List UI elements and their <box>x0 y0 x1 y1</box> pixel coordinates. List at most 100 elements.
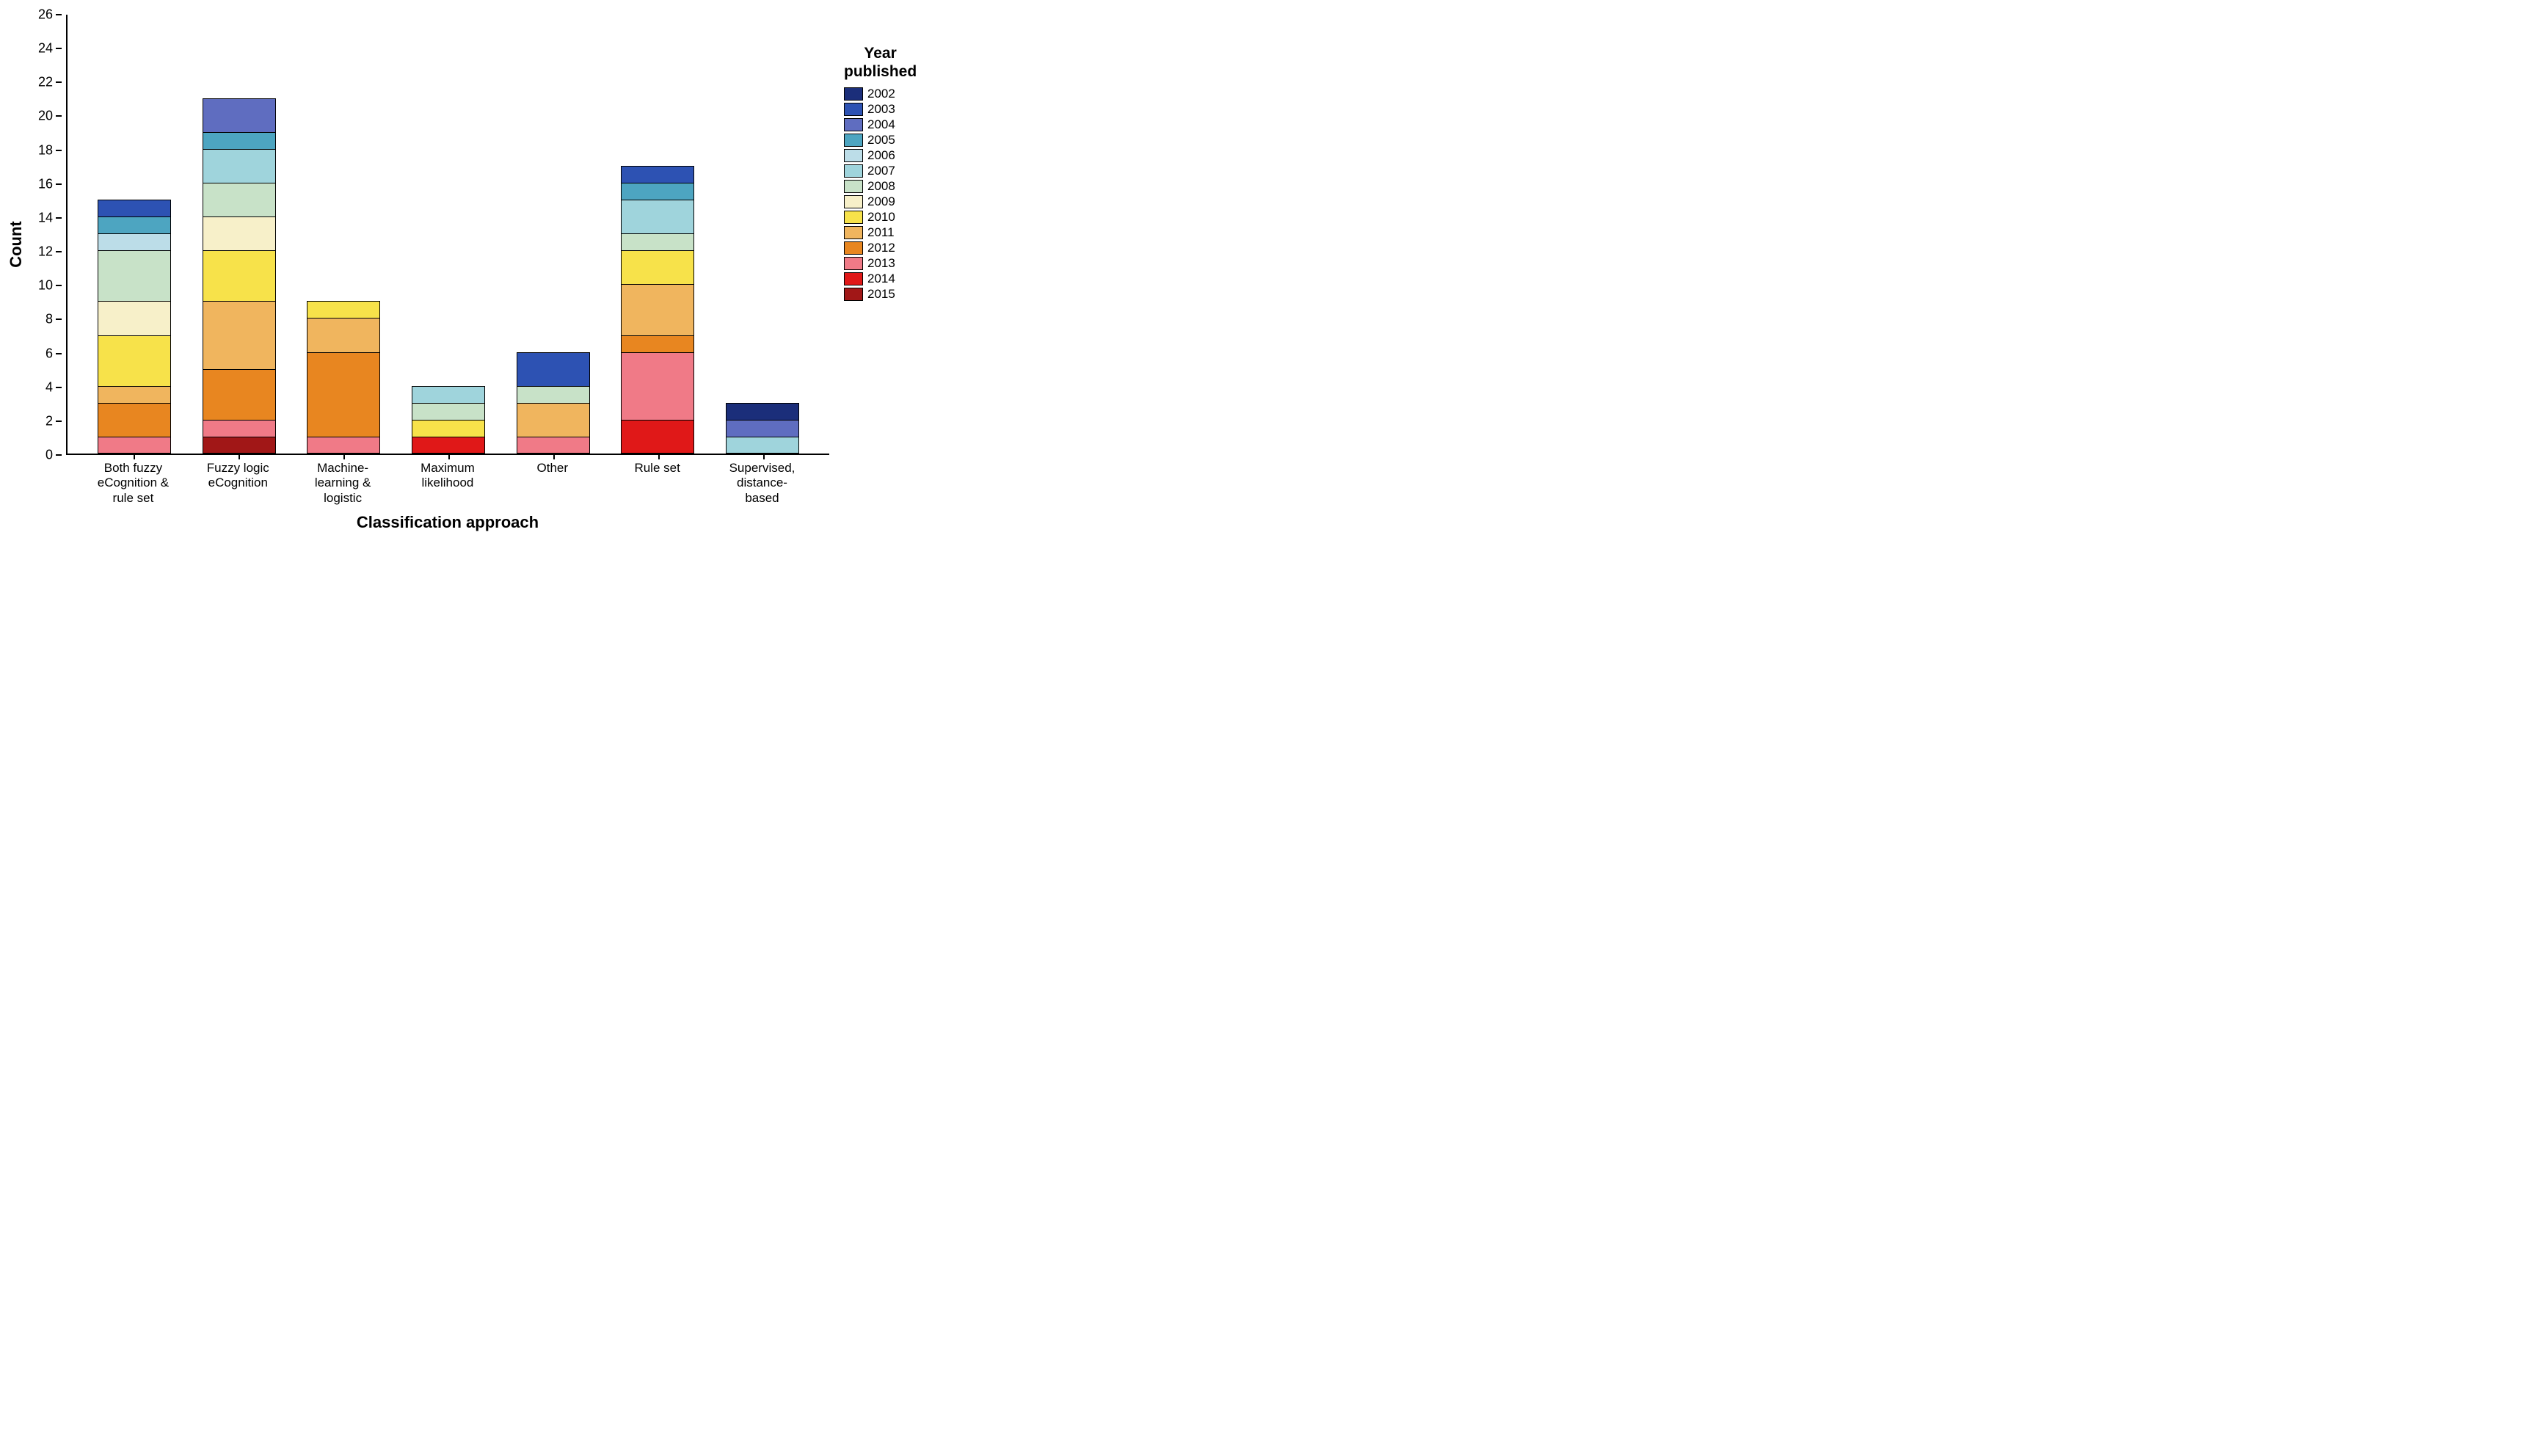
bar-segment <box>98 216 171 233</box>
bar-segment <box>621 284 694 335</box>
bar-segment <box>98 386 171 403</box>
x-category-label: Maximumlikelihood <box>411 461 484 506</box>
bar-segment <box>98 403 171 437</box>
bar-segment <box>98 233 171 250</box>
legend-swatch <box>844 211 863 224</box>
y-tick-label: 6 <box>45 346 53 361</box>
x-category-label: Fuzzy logiceCognition <box>201 461 274 506</box>
legend-label: 2010 <box>867 210 895 225</box>
legend: Yearpublished 20022003200420052006200720… <box>844 44 917 302</box>
bar-segment <box>203 437 276 454</box>
legend-item: 2013 <box>844 256 917 271</box>
x-category-label: Machine-learning &logistic <box>306 461 379 506</box>
legend-label: 2013 <box>867 256 895 271</box>
legend-item: 2009 <box>844 194 917 209</box>
bar-segment <box>98 437 171 454</box>
x-tick <box>658 454 660 459</box>
bar-segment <box>621 335 694 352</box>
y-tick <box>56 14 62 15</box>
bar-segment <box>203 183 276 216</box>
legend-label: 2003 <box>867 102 895 117</box>
bar-column <box>203 98 276 454</box>
y-tick-label: 26 <box>38 7 53 23</box>
y-tick <box>56 115 62 117</box>
legend-swatch <box>844 288 863 301</box>
legend-swatch <box>844 226 863 239</box>
y-tick-label: 14 <box>38 210 53 225</box>
bar-segment <box>307 437 380 454</box>
bar-column <box>621 166 694 454</box>
y-tick-label: 24 <box>38 41 53 57</box>
bar-segment <box>203 132 276 149</box>
legend-item: 2010 <box>844 210 917 225</box>
legend-label: 2006 <box>867 148 895 163</box>
bars-container <box>68 15 829 454</box>
bar-segment <box>98 301 171 335</box>
bar-segment <box>517 352 590 386</box>
x-tick <box>343 454 345 459</box>
x-tick <box>448 454 450 459</box>
y-tick <box>56 285 62 286</box>
bar-segment <box>203 369 276 420</box>
legend-label: 2004 <box>867 117 895 132</box>
bar-column <box>412 386 485 454</box>
y-tick <box>56 183 62 185</box>
y-tick-label: 12 <box>38 244 53 260</box>
bar-segment <box>307 318 380 352</box>
bar-segment <box>203 301 276 368</box>
bar-segment <box>203 98 276 132</box>
legend-item: 2008 <box>844 179 917 194</box>
legend-swatch <box>844 272 863 285</box>
bar-segment <box>621 352 694 420</box>
bar-column <box>726 403 799 454</box>
plot-area: 02468101214161820222426 <box>66 15 829 455</box>
y-tick-label: 8 <box>45 312 53 327</box>
legend-item: 2004 <box>844 117 917 132</box>
y-tick-label: 4 <box>45 379 53 395</box>
y-tick-label: 10 <box>38 278 53 294</box>
legend-label: 2015 <box>867 287 895 302</box>
legend-item: 2015 <box>844 287 917 302</box>
legend-item: 2005 <box>844 133 917 148</box>
x-category-label: Supervised,distance-based <box>725 461 798 506</box>
y-tick <box>56 48 62 49</box>
x-axis-title: Classification approach <box>66 513 829 532</box>
bar-segment <box>203 420 276 437</box>
legend-swatch <box>844 134 863 147</box>
bar-segment <box>621 250 694 284</box>
bar-segment <box>621 233 694 250</box>
y-tick <box>56 251 62 252</box>
bar-segment <box>726 420 799 437</box>
legend-items: 2002200320042005200620072008200920102011… <box>844 87 917 302</box>
y-tick-label: 0 <box>45 448 53 463</box>
legend-swatch <box>844 164 863 178</box>
legend-label: 2009 <box>867 194 895 209</box>
x-tick <box>239 454 240 459</box>
y-tick <box>56 454 62 456</box>
x-labels: Both fuzzyeCognition &rule setFuzzy logi… <box>66 461 829 506</box>
x-tick <box>553 454 555 459</box>
legend-title: Yearpublished <box>844 44 917 81</box>
bar-segment <box>307 301 380 318</box>
bar-segment <box>517 386 590 403</box>
bar-segment <box>621 166 694 183</box>
y-tick-label: 20 <box>38 109 53 124</box>
chart-main: 02468101214161820222426 Both fuzzyeCogni… <box>66 15 829 532</box>
bar-segment <box>203 250 276 301</box>
bar-segment <box>412 386 485 403</box>
bar-segment <box>98 250 171 301</box>
legend-swatch <box>844 195 863 208</box>
bar-segment <box>203 149 276 183</box>
legend-item: 2014 <box>844 272 917 286</box>
bar-segment <box>726 437 799 454</box>
legend-swatch <box>844 149 863 162</box>
legend-swatch <box>844 87 863 101</box>
y-tick <box>56 318 62 320</box>
legend-swatch <box>844 257 863 270</box>
y-tick-label: 18 <box>38 142 53 158</box>
legend-label: 2008 <box>867 179 895 194</box>
bar-column <box>98 200 171 454</box>
bar-segment <box>98 200 171 216</box>
y-tick <box>56 150 62 151</box>
legend-label: 2012 <box>867 241 895 255</box>
